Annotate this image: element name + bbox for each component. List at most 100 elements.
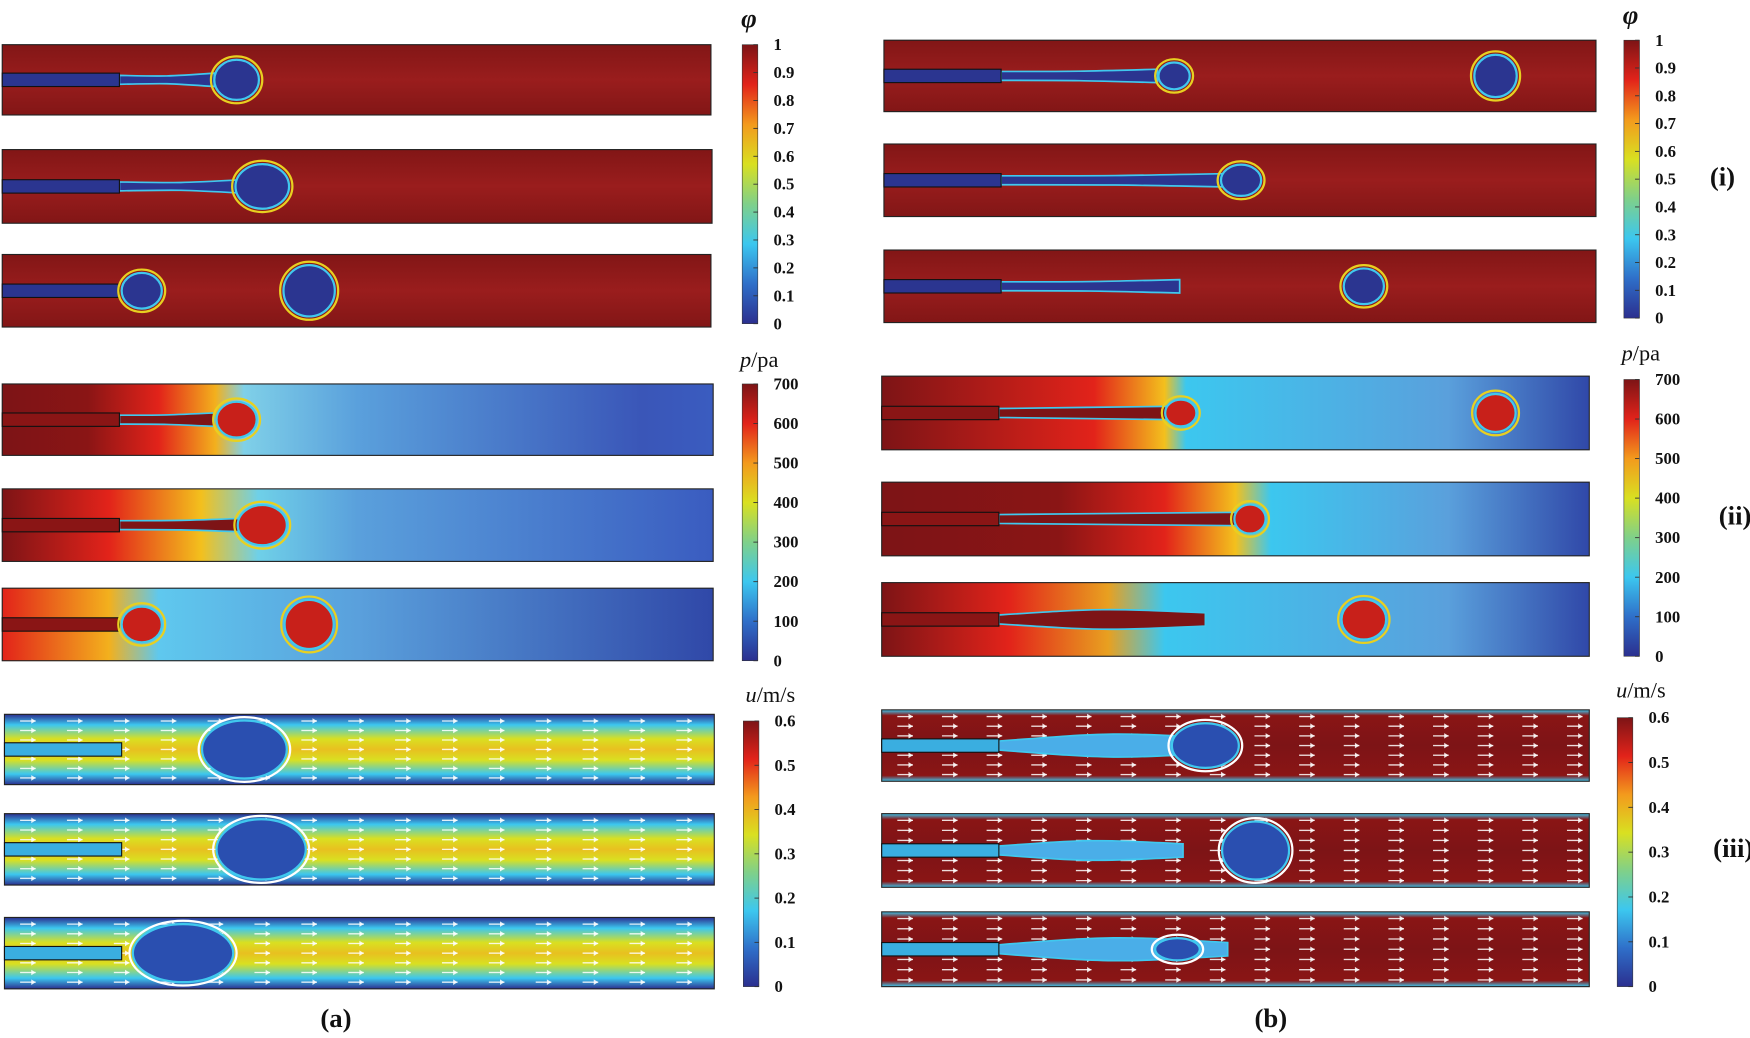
arrow-head <box>1488 877 1494 884</box>
droplet-interface <box>1150 933 1205 965</box>
liquid-thread <box>1000 172 1231 188</box>
arrow-head <box>125 921 130 927</box>
arrow-head <box>1533 847 1538 854</box>
arrow-head <box>1399 877 1405 884</box>
arrow-head <box>1399 733 1405 739</box>
row-label-ii: (ii) <box>1719 501 1750 531</box>
arrow-head <box>1176 867 1181 874</box>
arrow-head <box>953 827 958 834</box>
arrow-head <box>546 931 552 937</box>
arrow-head <box>312 737 317 743</box>
arrow-head <box>1176 925 1181 932</box>
arrow-head <box>997 857 1003 864</box>
droplet <box>200 719 288 780</box>
arrow-head <box>1354 742 1360 749</box>
arrow-head <box>1399 966 1405 973</box>
arrow-head <box>1578 771 1583 778</box>
arrow-head <box>78 765 83 772</box>
arrow-head <box>171 846 177 853</box>
arrow-head <box>1578 752 1583 759</box>
arrow-head <box>908 827 913 834</box>
droplet-interface <box>1470 389 1521 437</box>
arrow-head <box>1042 857 1047 864</box>
arrow-head <box>1087 817 1092 824</box>
arrow-head <box>546 950 552 956</box>
arrow-head <box>78 865 83 872</box>
arrow-head <box>1533 742 1538 749</box>
arrow-head <box>500 836 505 843</box>
velocity-contour-plot <box>3 916 715 990</box>
arrow-head <box>1131 915 1137 922</box>
arrow-head <box>1444 877 1449 884</box>
arrow-head <box>1578 733 1583 739</box>
colorbar-phi: 1 0.9 0.8 0.7 0.6 0.5 0.4 0.3 0.2 0.1 0 <box>1623 31 1677 328</box>
arrow-head <box>1042 723 1047 730</box>
arrow-head <box>953 857 958 864</box>
arrow-head <box>1176 827 1181 834</box>
arrow-head <box>1265 742 1271 749</box>
droplet <box>1473 53 1518 99</box>
arrow-head <box>546 727 552 734</box>
arrow-head <box>640 756 646 762</box>
arrow-head <box>312 746 317 753</box>
arrow-head <box>1354 752 1360 759</box>
arrow-head <box>453 727 458 734</box>
arrow-head <box>1087 915 1092 922</box>
arrow-head <box>1399 936 1405 942</box>
arrow-head <box>997 877 1003 884</box>
arrow-head <box>1310 733 1315 739</box>
arrow-head <box>1042 915 1047 922</box>
colorbar-gradient <box>1623 379 1640 657</box>
arrow-head <box>1131 867 1137 874</box>
arrow-head <box>997 837 1003 844</box>
arrow-head <box>1131 827 1137 834</box>
pressure-contour-plot <box>881 375 1590 451</box>
arrow-head <box>546 775 552 781</box>
arrow-head <box>359 827 364 833</box>
arrow-head <box>453 737 458 743</box>
arrow-head <box>78 827 83 833</box>
droplet <box>236 503 288 547</box>
arrow-head <box>1310 817 1315 824</box>
arrow-head <box>406 856 411 862</box>
pressure-contour-plot <box>1 587 714 662</box>
arrow-head <box>1488 915 1494 922</box>
arrow-head <box>312 846 317 853</box>
phi-contour-plot <box>883 143 1597 218</box>
arrow-head <box>171 817 177 824</box>
arrow-head <box>953 771 958 778</box>
arrow-head <box>453 960 458 966</box>
colorbar-tick-label: 0.5 <box>1655 170 1676 189</box>
arrow-head <box>406 827 411 833</box>
arrow-head <box>546 865 552 872</box>
velocity-contour-plot <box>881 813 1590 888</box>
colorbar-tick-label: 0.1 <box>1655 281 1676 300</box>
arrow-head <box>1399 867 1405 874</box>
colorbar-tick-label: 500 <box>773 454 798 473</box>
colorbar-gradient <box>741 383 759 662</box>
arrow-head <box>1176 771 1181 778</box>
arrow-head <box>640 836 646 843</box>
arrow-head <box>546 875 552 882</box>
arrow-head <box>406 960 411 966</box>
colorbar-tick-label: 0 <box>1655 647 1663 666</box>
arrow-head <box>1444 713 1449 720</box>
arrow-head <box>1131 723 1137 730</box>
arrow-head <box>1087 723 1092 730</box>
arrow-head <box>312 921 317 927</box>
arrow-head <box>1488 713 1494 720</box>
arrow-head <box>1042 762 1047 768</box>
arrow-head <box>593 931 599 937</box>
arrow-head <box>1399 956 1405 963</box>
inlet-needle <box>1 617 120 632</box>
arrow-head <box>1354 966 1360 973</box>
arrow-head <box>1310 857 1315 864</box>
arrow-head <box>1220 867 1226 874</box>
arrow-head <box>953 925 958 932</box>
droplet <box>1219 163 1263 198</box>
arrow-head <box>1488 827 1494 834</box>
arrow-head <box>997 936 1003 942</box>
arrow-head <box>1042 877 1047 884</box>
arrow-head <box>406 846 411 853</box>
